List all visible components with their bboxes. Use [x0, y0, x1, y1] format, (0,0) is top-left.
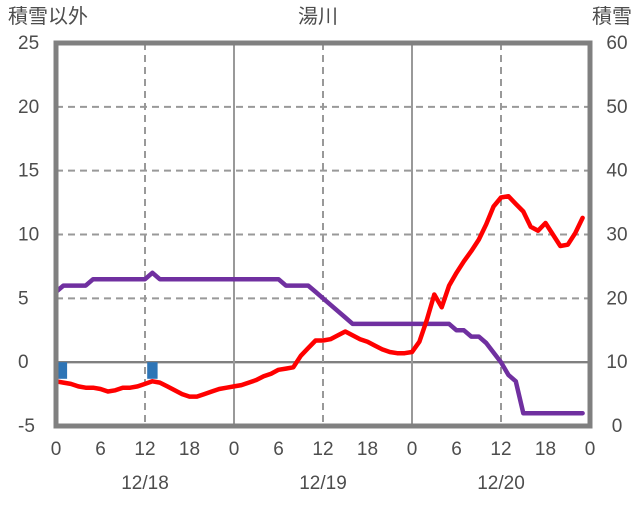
x-axis-date-label: 12/20 — [477, 473, 525, 494]
x-axis-tick-label: 18 — [535, 439, 556, 460]
right-axis-tick-label: 20 — [606, 288, 627, 309]
chart-title: 湯川 — [298, 6, 338, 28]
right-axis-tick-label: 40 — [606, 161, 627, 182]
left-axis-tick-label: 5 — [18, 288, 29, 309]
left-axis-tick-label: 0 — [18, 352, 29, 373]
x-axis-tick-label: 18 — [179, 439, 200, 460]
left-axis-tick-label: 20 — [18, 97, 39, 118]
right-axis-tick-label: 0 — [612, 416, 623, 437]
x-axis-tick-label: 6 — [273, 439, 284, 460]
precipitation-bar — [56, 362, 68, 379]
left-axis-tick-label: 15 — [18, 161, 39, 182]
right-axis-tick-label: 60 — [606, 33, 627, 54]
x-axis-tick-label: 6 — [451, 439, 462, 460]
x-axis-tick-label: 0 — [229, 439, 240, 460]
x-axis-tick-label: 0 — [407, 439, 418, 460]
left-axis-tick-label: -5 — [18, 416, 35, 437]
x-axis-date-label: 12/18 — [121, 473, 169, 494]
precipitation-bar — [147, 362, 158, 379]
x-axis-tick-label: 6 — [95, 439, 106, 460]
left-axis-title: 積雪以外 — [8, 6, 88, 28]
red-line — [53, 193, 585, 399]
x-axis-tick-label: 12 — [312, 439, 333, 460]
x-axis-date-label: 12/19 — [299, 473, 347, 494]
left-axis-tick-label: 25 — [18, 33, 39, 54]
right-axis-title: 積雪 — [592, 6, 632, 28]
x-axis-tick-label: 0 — [51, 439, 62, 460]
plot-border — [53, 40, 593, 429]
x-axis-tick-label: 12 — [490, 439, 511, 460]
right-axis-tick-label: 10 — [606, 352, 627, 373]
x-axis-tick-label: 12 — [134, 439, 155, 460]
left-axis-tick-label: 10 — [18, 225, 39, 246]
right-axis-tick-label: 30 — [606, 225, 627, 246]
right-axis-tick-label: 50 — [606, 97, 627, 118]
x-axis-tick-label: 0 — [585, 439, 596, 460]
purple-line — [53, 270, 585, 416]
x-axis-tick-label: 18 — [357, 439, 378, 460]
